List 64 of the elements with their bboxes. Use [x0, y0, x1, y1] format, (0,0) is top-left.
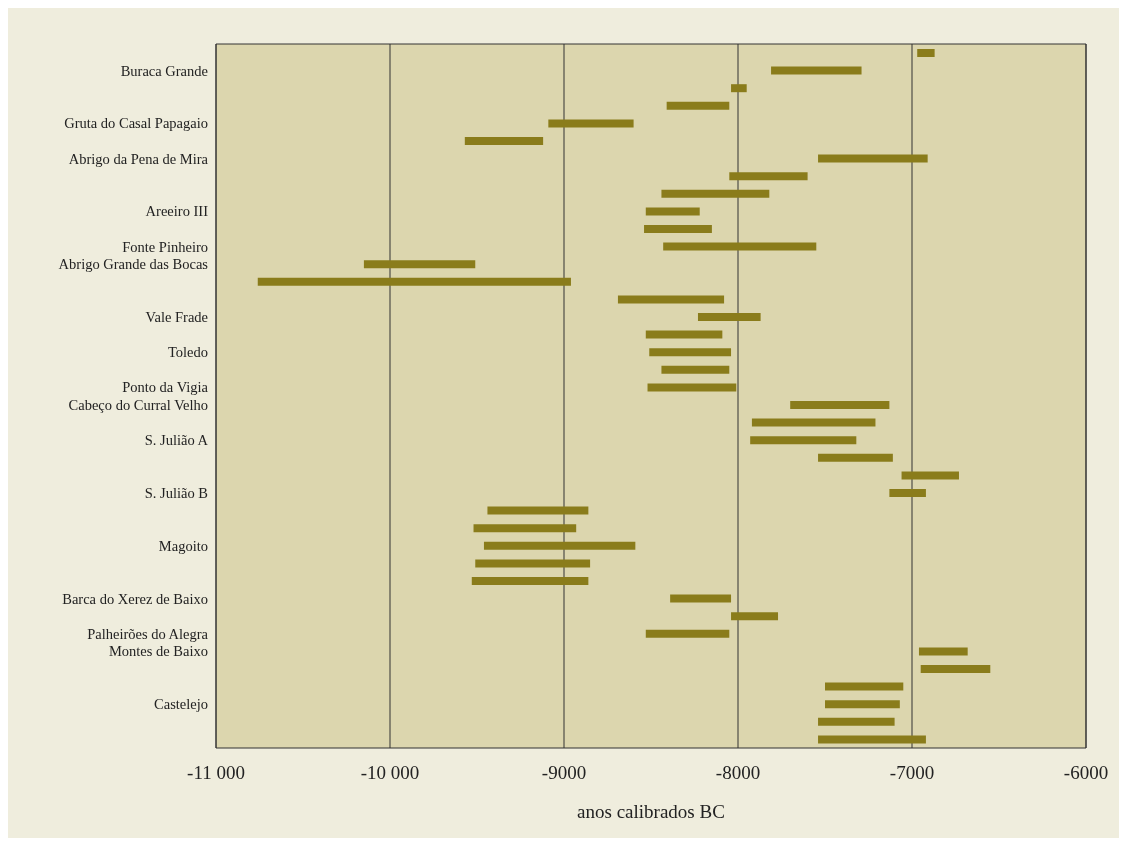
bar: [666, 101, 730, 110]
bar: [475, 559, 591, 568]
bar: [649, 348, 732, 357]
y-tick-label: Castelejo: [154, 696, 208, 713]
x-axis-title: anos calibrados BC: [577, 801, 725, 822]
y-tick-label: Toledo: [167, 344, 208, 361]
bar: [661, 365, 730, 374]
bar: [917, 49, 935, 57]
bar: [825, 700, 900, 709]
bar: [818, 717, 895, 726]
bar: [729, 172, 808, 181]
y-tick-label: Buraca Grande: [120, 62, 208, 79]
x-tick-label: -10 000: [360, 762, 420, 784]
y-tick-label: Gruta do Casal Papagaio: [64, 115, 208, 132]
bar: [663, 242, 817, 251]
y-tick-label: Abrigo da Pena de Mira: [68, 150, 209, 167]
x-tick-label: -11 000: [187, 762, 245, 784]
x-tick-label: -6000: [1063, 762, 1109, 784]
y-tick-label: Ponto da Vigia: [122, 379, 209, 396]
bar: [818, 154, 928, 163]
bar: [818, 735, 926, 744]
bar: [731, 612, 779, 621]
bar: [645, 330, 723, 339]
bar: [644, 225, 712, 233]
bar: [889, 489, 926, 497]
bar: [483, 541, 636, 550]
bar: [818, 453, 893, 462]
bar: [487, 506, 589, 515]
bar: [790, 401, 890, 409]
x-tick-label: -8000: [715, 762, 761, 784]
y-tick-label: Areeiro III: [145, 203, 209, 220]
y-tick-label: Vale Frade: [145, 308, 208, 325]
bar: [471, 577, 589, 585]
y-tick-label: S. Julião B: [144, 484, 208, 501]
bar: [825, 682, 904, 691]
bar: [617, 295, 725, 304]
y-tick-label: Palheirões do Alegra: [87, 625, 209, 642]
y-tick-label: Cabeço do Curral Velho: [68, 396, 208, 413]
bar: [473, 524, 577, 533]
bar: [750, 436, 857, 445]
bar: [661, 189, 770, 198]
y-tick-label: Fonte Pinheiro: [122, 238, 208, 255]
y-tick-label: Barca do Xerez de Baixo: [62, 590, 208, 607]
bar: [697, 313, 761, 321]
bar: [920, 665, 991, 673]
y-tick-label: Abrigo Grande das Bocas: [58, 256, 209, 273]
bar: [771, 66, 862, 75]
bar: [548, 119, 634, 128]
bar: [464, 137, 544, 145]
bar: [918, 647, 968, 656]
bar: [645, 629, 730, 638]
y-tick-label: S. Julião A: [144, 432, 209, 449]
y-tick-label: Magoito: [158, 537, 208, 554]
x-tick-label: -9000: [541, 762, 587, 784]
x-tick-label: -7000: [889, 762, 935, 784]
bar: [731, 84, 747, 93]
bar: [901, 471, 959, 480]
y-tick-label: Montes de Baixo: [108, 643, 208, 660]
bar: [363, 260, 476, 269]
bar: [257, 277, 571, 286]
bar: [751, 418, 876, 427]
bar: [645, 207, 700, 216]
bar: [670, 594, 732, 603]
bar: [647, 383, 737, 392]
